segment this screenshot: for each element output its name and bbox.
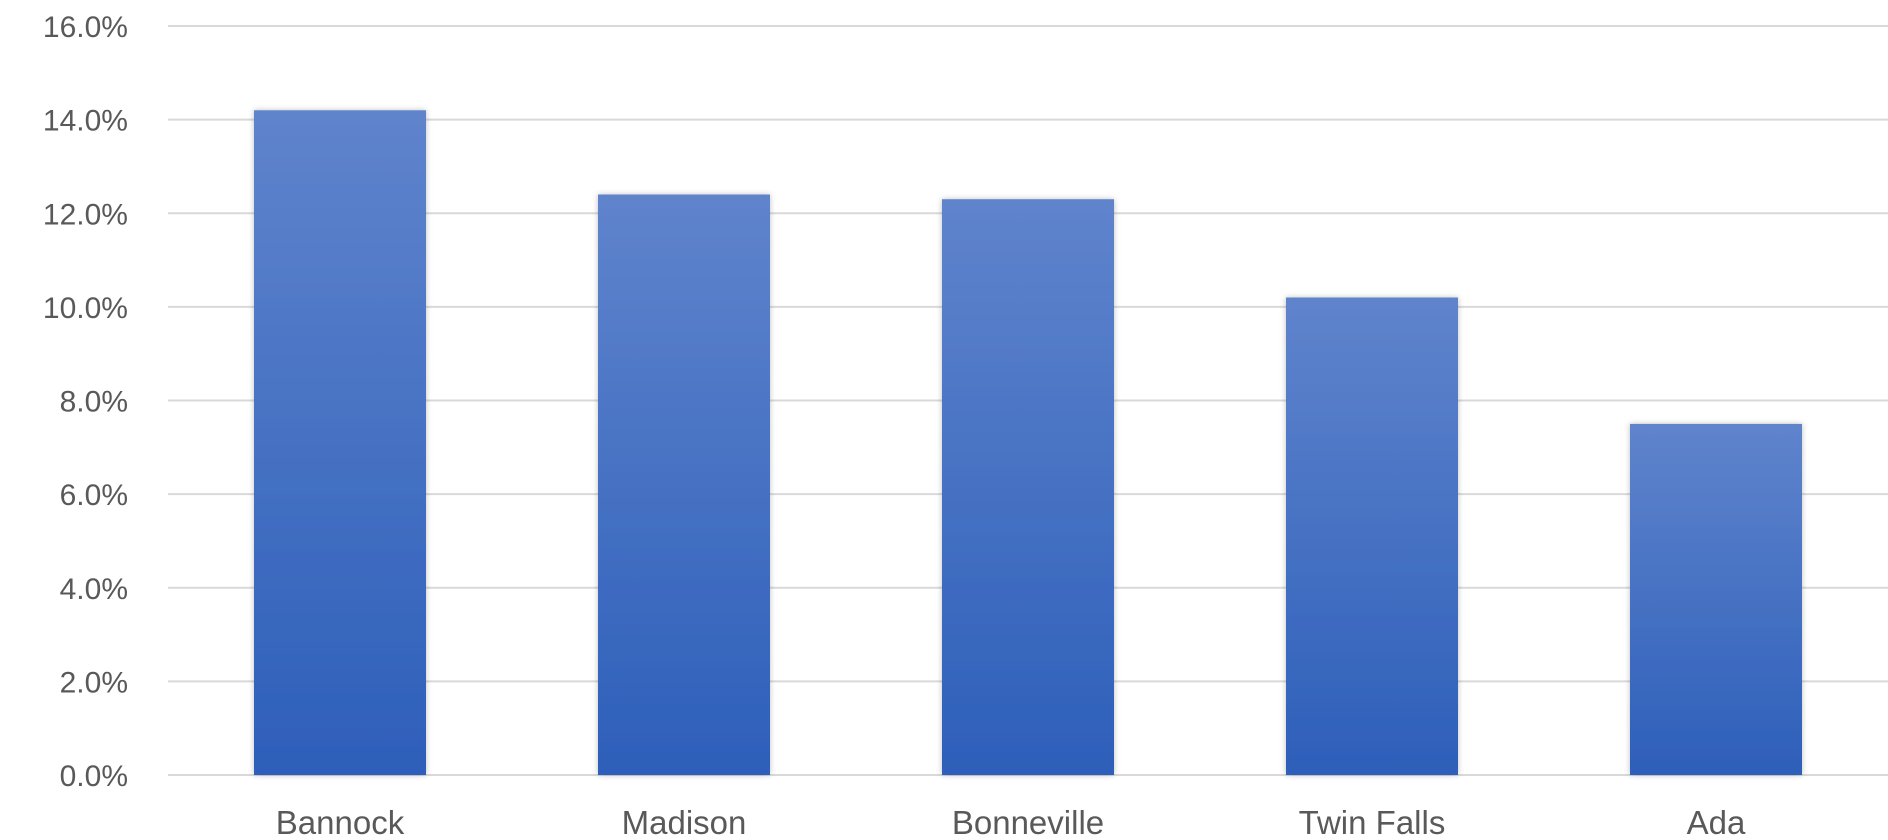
y-tick-label: 6.0% [60, 479, 128, 512]
bar-bannock [254, 110, 426, 775]
y-tick-label: 2.0% [60, 666, 128, 699]
bar-ada [1630, 423, 1802, 775]
bar-bonneville [942, 199, 1114, 776]
bars [254, 110, 1802, 776]
y-tick-label: 8.0% [60, 386, 128, 419]
y-tick-label: 4.0% [60, 573, 128, 606]
x-category-label: Twin Falls [1299, 804, 1446, 840]
x-category-label: Madison [622, 804, 747, 840]
y-tick-label: 12.0% [43, 198, 128, 231]
bar-madison [598, 194, 770, 775]
y-tick-label: 16.0% [43, 11, 128, 44]
x-axis-category-labels: Bannock Madison Bonneville Twin Falls Ada [276, 804, 1746, 840]
y-tick-label: 10.0% [43, 292, 128, 325]
y-tick-label: 0.0% [60, 760, 128, 793]
y-axis-tick-labels: 0.0% 2.0% 4.0% 6.0% 8.0% 10.0% 12.0% 14.0% 16.0% [43, 11, 128, 793]
x-category-label: Bannock [276, 804, 405, 840]
bar-twin-falls [1286, 297, 1458, 775]
y-tick-label: 14.0% [43, 105, 128, 138]
x-category-label: Bonneville [952, 804, 1104, 840]
x-category-label: Ada [1687, 804, 1746, 840]
